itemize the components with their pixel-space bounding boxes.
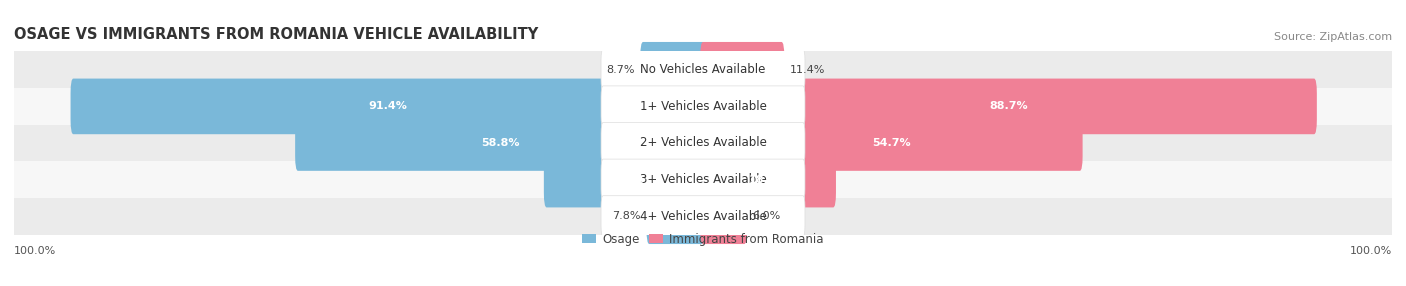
Bar	[14, 88, 1392, 125]
Text: 3+ Vehicles Available: 3+ Vehicles Available	[640, 173, 766, 186]
Text: 8.7%: 8.7%	[606, 65, 634, 75]
FancyBboxPatch shape	[295, 115, 706, 171]
Bar	[14, 51, 1392, 88]
FancyBboxPatch shape	[700, 188, 747, 244]
Text: 11.4%: 11.4%	[790, 65, 825, 75]
FancyBboxPatch shape	[600, 196, 806, 237]
Text: 2+ Vehicles Available: 2+ Vehicles Available	[640, 136, 766, 150]
Text: 6.0%: 6.0%	[752, 211, 780, 221]
FancyBboxPatch shape	[700, 79, 1317, 134]
FancyBboxPatch shape	[700, 115, 1083, 171]
FancyBboxPatch shape	[647, 188, 706, 244]
FancyBboxPatch shape	[70, 79, 706, 134]
FancyBboxPatch shape	[700, 152, 837, 207]
Bar	[14, 161, 1392, 198]
FancyBboxPatch shape	[544, 152, 706, 207]
Text: 88.7%: 88.7%	[990, 102, 1028, 111]
Text: 54.7%: 54.7%	[872, 138, 911, 148]
Text: 18.9%: 18.9%	[749, 175, 787, 184]
Text: 100.0%: 100.0%	[14, 245, 56, 255]
FancyBboxPatch shape	[600, 49, 806, 90]
Text: Source: ZipAtlas.com: Source: ZipAtlas.com	[1274, 32, 1392, 42]
Text: 1+ Vehicles Available: 1+ Vehicles Available	[640, 100, 766, 113]
Bar	[14, 198, 1392, 235]
FancyBboxPatch shape	[640, 42, 706, 98]
FancyBboxPatch shape	[600, 122, 806, 164]
FancyBboxPatch shape	[600, 86, 806, 127]
Text: 91.4%: 91.4%	[368, 102, 408, 111]
Text: 22.7%: 22.7%	[606, 175, 644, 184]
Text: 100.0%: 100.0%	[1350, 245, 1392, 255]
Text: 4+ Vehicles Available: 4+ Vehicles Available	[640, 210, 766, 223]
Text: No Vehicles Available: No Vehicles Available	[640, 63, 766, 76]
Text: 58.8%: 58.8%	[481, 138, 520, 148]
Legend: Osage, Immigrants from Romania: Osage, Immigrants from Romania	[578, 228, 828, 251]
FancyBboxPatch shape	[600, 159, 806, 200]
Text: OSAGE VS IMMIGRANTS FROM ROMANIA VEHICLE AVAILABILITY: OSAGE VS IMMIGRANTS FROM ROMANIA VEHICLE…	[14, 27, 538, 42]
Bar	[14, 125, 1392, 161]
Text: 7.8%: 7.8%	[613, 211, 641, 221]
FancyBboxPatch shape	[700, 42, 785, 98]
